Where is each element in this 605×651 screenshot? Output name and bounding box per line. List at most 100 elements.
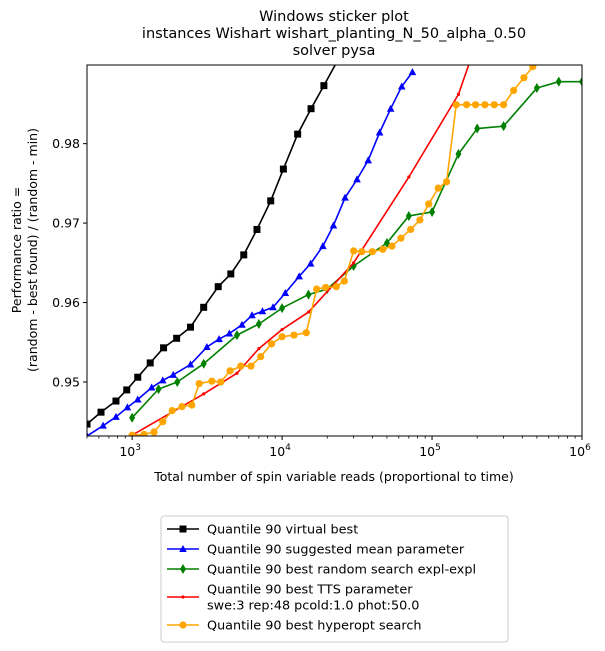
data-point (233, 330, 240, 341)
data-point (294, 130, 302, 138)
data-point (97, 408, 105, 416)
data-point (247, 362, 255, 370)
chart-title-line: Windows sticker plot (259, 9, 409, 25)
data-point (490, 101, 498, 109)
data-point (238, 320, 246, 328)
series-line (132, 66, 534, 436)
data-point (368, 248, 376, 256)
legend-marker (180, 564, 186, 574)
data-point (320, 82, 328, 90)
series-4 (128, 65, 537, 436)
y-axis-label-line2: (random - best found) / (random - min) (25, 128, 40, 372)
data-point (434, 184, 442, 192)
series-0 (87, 65, 337, 428)
data-point (353, 175, 361, 183)
data-point (321, 283, 330, 292)
legend-marker (181, 595, 185, 599)
data-point (305, 289, 312, 300)
data-point (134, 373, 142, 381)
legend-label: Quantile 90 suggested mean parameter (207, 543, 465, 558)
data-point (186, 360, 195, 368)
data-point (188, 401, 196, 409)
data-point (146, 359, 154, 367)
series-line (131, 80, 582, 419)
data-point (174, 376, 181, 387)
data-point (215, 335, 223, 343)
data-point (267, 340, 276, 348)
data-point (155, 384, 162, 395)
data-point (257, 347, 261, 351)
data-point (99, 421, 107, 429)
x-axis-label: Total number of spin variable reads (pro… (153, 469, 514, 484)
data-point (203, 343, 211, 351)
data-point (269, 303, 277, 311)
x-tick-label: 104 (269, 443, 291, 459)
legend-item-2: Quantile 90 best random search expl-expl (167, 563, 476, 578)
data-point (200, 303, 208, 311)
chart-title-line: instances Wishart wishart_planting_N_50_… (142, 26, 526, 42)
data-point (140, 430, 148, 436)
data-point (160, 344, 168, 352)
data-point (226, 367, 234, 375)
data-point (237, 362, 245, 370)
data-point (579, 76, 582, 87)
data-point (280, 327, 284, 332)
data-point (173, 334, 181, 342)
data-point (510, 86, 518, 95)
data-point (471, 101, 480, 109)
data-point (278, 333, 286, 341)
data-point (499, 101, 508, 109)
data-point (529, 65, 537, 71)
data-point (469, 59, 472, 62)
data-point (388, 242, 396, 250)
data-point (240, 251, 248, 259)
data-point (235, 371, 239, 375)
data-point (169, 370, 178, 378)
data-point (429, 206, 436, 217)
y-tick-label: 0.96 (52, 295, 80, 310)
legend-label: swe:3 rep:48 pcold:1.0 phot:50.0 (207, 599, 419, 614)
data-point (295, 272, 303, 280)
legend-label: Quantile 90 best hyperopt search (207, 619, 422, 634)
x-tick-label: 106 (569, 443, 591, 459)
legend-item-1: Quantile 90 suggested mean parameter (167, 543, 465, 558)
data-point (455, 148, 462, 159)
y-tick-label: 0.97 (52, 216, 80, 231)
data-point (225, 329, 234, 337)
data-point (463, 101, 471, 109)
data-point (340, 277, 348, 285)
data-point (202, 392, 206, 396)
data-point (258, 307, 267, 315)
series-3 (130, 59, 472, 436)
data-point (379, 245, 387, 253)
data-point (178, 403, 186, 411)
data-point (150, 428, 158, 436)
data-point (217, 378, 225, 386)
data-point (474, 123, 481, 134)
data-point (168, 406, 176, 415)
data-point (329, 221, 338, 229)
data-point (227, 270, 235, 278)
data-point (416, 216, 424, 224)
data-point (375, 128, 384, 136)
legend-marker (179, 621, 187, 629)
data-point (279, 303, 286, 314)
data-point (364, 156, 372, 164)
legend-marker (179, 545, 187, 552)
series-line (87, 65, 337, 425)
x-tick-label: 105 (419, 443, 441, 459)
data-point (248, 311, 256, 319)
data-point (208, 377, 216, 385)
plot-frame (86, 64, 583, 437)
legend-label: Quantile 90 best TTS parameter (207, 583, 413, 598)
data-point (306, 259, 315, 267)
data-point (407, 175, 411, 179)
data-point (112, 397, 120, 405)
data-point (290, 331, 298, 339)
data-point (332, 283, 340, 291)
data-point (307, 105, 315, 113)
y-tick-label: 0.95 (52, 374, 80, 389)
data-point (341, 193, 349, 201)
